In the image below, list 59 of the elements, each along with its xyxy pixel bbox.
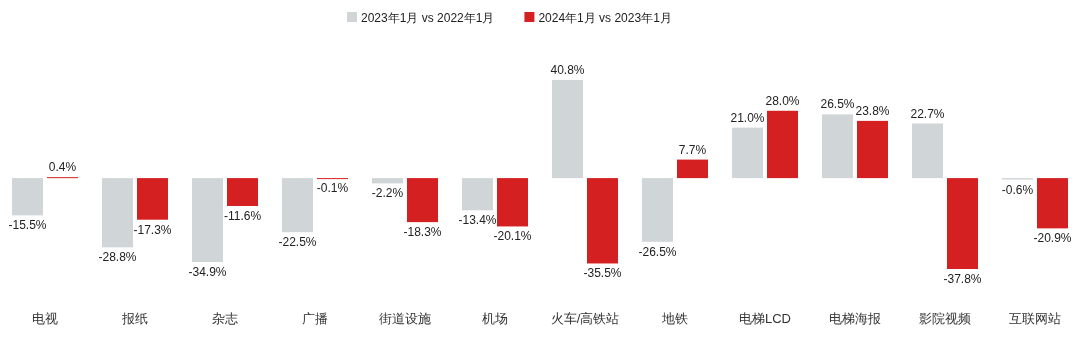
data-label: -26.5% [638, 244, 677, 259]
bar [1037, 178, 1068, 229]
data-label: -0.6% [1001, 182, 1034, 197]
bar [192, 178, 223, 263]
bar [227, 178, 258, 206]
data-label: -18.3% [403, 225, 442, 240]
bar [767, 110, 798, 179]
data-label: 23.8% [855, 103, 890, 118]
x-tick-label: 互联网站 [1009, 311, 1061, 326]
x-tick-label: 电视 [32, 311, 58, 326]
x-tick-label: 机场 [482, 311, 508, 326]
data-label: -37.8% [943, 272, 982, 286]
bar [407, 178, 438, 223]
data-label: -20.9% [1033, 231, 1072, 246]
bar [497, 178, 528, 227]
x-tick-label: 地铁 [661, 311, 688, 326]
bar [12, 178, 43, 216]
bar [462, 178, 493, 211]
data-label: -17.3% [133, 222, 172, 237]
bar [732, 127, 763, 179]
x-tick-label: 街道设施 [379, 311, 431, 326]
x-tick-label: 电梯海报 [829, 311, 881, 326]
data-label: 26.5% [820, 97, 855, 112]
bar [642, 178, 673, 242]
data-label: -28.8% [98, 250, 137, 265]
data-label: 28.0% [765, 93, 800, 108]
data-label: 40.8% [550, 63, 585, 77]
bar [857, 120, 888, 179]
data-label: 22.7% [910, 106, 945, 121]
data-label: -0.1% [316, 181, 349, 196]
bar [372, 178, 403, 184]
x-tick-label: 广播 [302, 311, 328, 326]
bar [677, 159, 708, 179]
bar [587, 178, 618, 264]
data-label: -11.6% [223, 209, 262, 223]
x-tick-label: 报纸 [121, 311, 148, 326]
data-label: -20.1% [493, 229, 532, 244]
data-label: 7.7% [678, 142, 707, 157]
x-tick-label: 电梯LCD [738, 311, 792, 326]
data-label: -15.5% [8, 218, 47, 233]
bar [912, 123, 943, 179]
bar [102, 178, 133, 248]
x-tick-label: 影院视频 [919, 311, 971, 326]
data-label: -2.2% [371, 186, 404, 201]
x-tick-label: 火车/高铁站 [550, 311, 620, 326]
data-label: -13.4% [458, 213, 497, 228]
x-tick-label: 杂志 [212, 311, 238, 326]
data-label: -35.5% [583, 266, 622, 281]
data-label: 0.4% [48, 160, 77, 175]
legend-label: 2023年1月 vs 2022年1月 [361, 11, 495, 25]
legend-label: 2024年1月 vs 2023年1月 [538, 11, 672, 25]
bar [947, 178, 978, 269]
bar [552, 80, 583, 179]
bar [137, 178, 168, 220]
data-label: -34.9% [188, 265, 227, 280]
bar [282, 178, 313, 233]
bar [822, 114, 853, 179]
data-label: 21.0% [730, 110, 765, 125]
data-label: -22.5% [278, 235, 317, 250]
